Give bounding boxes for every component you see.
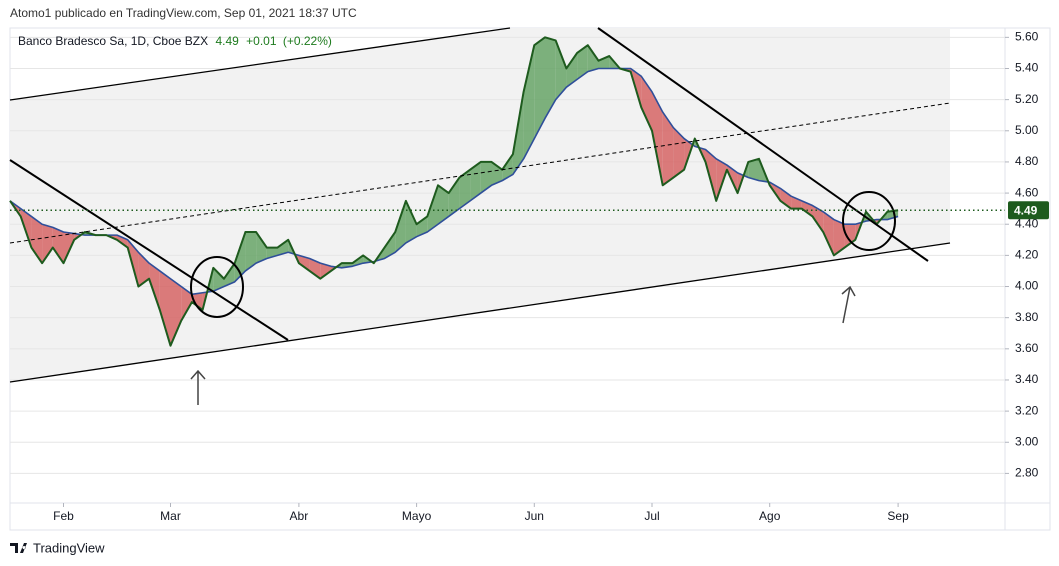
arrow (190, 369, 206, 405)
cloud-segment (566, 52, 578, 88)
y-tick-label: 3.80 (1015, 310, 1039, 324)
cloud-segment (256, 232, 267, 264)
cloud-segment (395, 200, 406, 253)
y-tick-label: 4.40 (1015, 216, 1039, 230)
cloud-segment (277, 239, 289, 256)
y-tick-label: 3.00 (1015, 434, 1039, 448)
x-tick-label: Abr (290, 509, 309, 523)
cloud-segment (480, 161, 492, 194)
y-tick-label: 5.20 (1015, 92, 1039, 106)
cloud-segment (384, 232, 396, 259)
cloud-segment (470, 161, 481, 201)
cloud-segment (405, 200, 417, 243)
x-tick-label: Jul (644, 509, 659, 523)
brand: TradingView (33, 540, 105, 555)
drawings (9, 27, 951, 405)
cloud-segment (213, 267, 224, 292)
trend-line (597, 27, 929, 262)
trend-line (9, 27, 511, 101)
cloud-segment (320, 263, 331, 279)
cloud-segment (587, 45, 599, 72)
cloud-segment (748, 158, 759, 181)
cloud-segment (42, 224, 53, 264)
cloud-segment (555, 40, 567, 100)
y-tick-label: 5.00 (1015, 123, 1039, 137)
cloud-segment (523, 45, 535, 159)
y-tick-label: 5.40 (1015, 61, 1039, 75)
cloud-segment (298, 255, 310, 271)
cloud-segment (598, 56, 610, 69)
y-tick-label: 3.20 (1015, 403, 1039, 417)
cloud-segment (31, 216, 43, 264)
y-tick-label: 4.80 (1015, 154, 1039, 168)
trend-line (9, 102, 951, 244)
cloud-segment (823, 211, 834, 256)
y-tick-label: 4.20 (1015, 248, 1039, 262)
cloud-segment (159, 270, 171, 346)
cloud-segment (459, 169, 471, 209)
x-tick-label: Sep (887, 509, 909, 523)
y-tick-label: 3.40 (1015, 372, 1039, 386)
price-line (9, 36, 899, 347)
quote: 4.49 (215, 34, 239, 48)
legend: Banco Bradesco Sa, 1D, Cboe BZX 4.49 +0.… (18, 34, 332, 48)
cloud-segment (833, 219, 845, 256)
cloud-segment (181, 286, 192, 321)
cloud-segment (438, 185, 449, 225)
logo-mark (10, 543, 27, 553)
x-tick-label: Jun (525, 509, 544, 523)
cloud-segment (673, 127, 685, 178)
cloud-segment (245, 232, 257, 271)
average-line (9, 67, 899, 296)
y-tick-label: 5.60 (1015, 30, 1039, 44)
cloud-segment (534, 37, 545, 139)
circle-annotation (190, 256, 244, 318)
trend-line (9, 159, 289, 341)
cloud-segment (149, 263, 160, 310)
change-pct: (+0.22%) (283, 34, 332, 48)
cloud-segment (545, 37, 556, 119)
y-tick-label: 4.00 (1015, 279, 1039, 293)
cloud-segment (641, 76, 652, 131)
arrow (841, 285, 856, 324)
cloud-segment (844, 224, 856, 248)
cloud-segment (791, 196, 802, 209)
last-price-box (1008, 201, 1049, 220)
x-tick-label: Ago (759, 509, 781, 523)
change: +0.01 (246, 34, 277, 48)
cloud-segment (577, 45, 588, 80)
trend-line (9, 242, 951, 383)
y-tick-label: 2.80 (1015, 466, 1039, 480)
cloud-segment (652, 91, 663, 186)
cloud-segment (448, 177, 460, 217)
cloud-segment (416, 216, 428, 237)
cloud-segment (491, 161, 503, 186)
background-layer (10, 28, 1005, 474)
cloud-segment (427, 185, 438, 233)
brand-logo: TradingView (10, 540, 105, 555)
y-tick-label: 3.60 (1015, 341, 1039, 355)
data-layer (9, 36, 899, 347)
publisher: Atomo1 publicado en TradingView.com, Sep… (10, 6, 357, 20)
channel-shade (10, 28, 950, 382)
symbol: Banco Bradesco Sa, 1D, Cboe BZX (18, 34, 208, 48)
cloud-segment (662, 112, 674, 186)
x-tick-label: Mayo (402, 509, 432, 523)
cloud-segment (191, 292, 203, 310)
x-tick-label: Mar (160, 509, 181, 523)
cloud-segment (170, 278, 182, 346)
y-tick-label: 4.60 (1015, 185, 1039, 199)
circle-annotation (842, 191, 896, 251)
cloud-segment (309, 258, 321, 279)
x-tick-label: Feb (53, 509, 74, 523)
cloud-segment (224, 263, 235, 287)
cloud-segment (780, 188, 792, 209)
cloud-segment (812, 205, 824, 233)
cloud-segment (502, 154, 513, 181)
last-price-label: 4.49 (1014, 203, 1038, 217)
